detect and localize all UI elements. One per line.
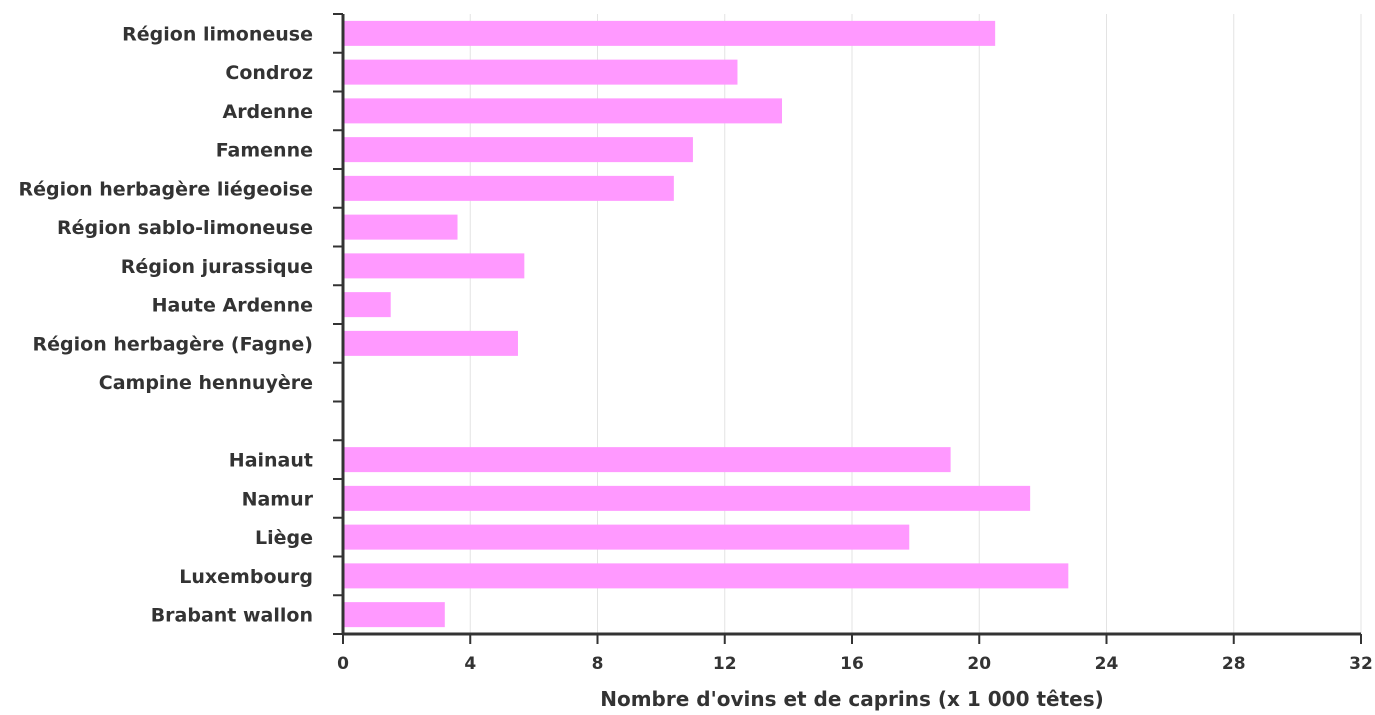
bars	[343, 20, 1069, 628]
category-label: Haute Ardenne	[152, 295, 313, 317]
x-tick-label: 12	[713, 654, 737, 674]
axes	[333, 13, 1362, 644]
category-label: Campine hennuyère	[99, 372, 313, 394]
x-tick-label: 32	[1349, 654, 1373, 674]
x-tick-label: 20	[967, 654, 991, 674]
bar	[343, 214, 458, 240]
category-label: Région jurassique	[121, 256, 313, 278]
bar	[343, 59, 738, 85]
bar	[343, 98, 783, 124]
category-label: Condroz	[225, 62, 313, 84]
category-label: Brabant wallon	[151, 605, 313, 627]
category-label: Région limoneuse	[122, 23, 313, 45]
category-labels: Région limoneuse Condroz Ardenne Famenne Rég…	[18, 23, 313, 626]
bar	[343, 175, 674, 201]
category-label: Famenne	[216, 140, 313, 162]
category-label: Liège	[255, 527, 313, 549]
category-label: Région herbagère (Fagne)	[33, 333, 313, 355]
x-tick-label: 8	[592, 654, 604, 674]
category-label: Luxembourg	[179, 566, 313, 588]
bar	[343, 563, 1069, 589]
bar	[343, 137, 693, 163]
bar	[343, 524, 910, 550]
x-tick-label: 0	[337, 654, 349, 674]
category-label: Namur	[242, 488, 314, 510]
x-tick-label: 16	[840, 654, 864, 674]
x-tick-labels: 0 4 8 12 16 20 24 28 32	[337, 654, 1373, 674]
category-label: Région sablo-limoneuse	[57, 217, 313, 239]
bar	[343, 292, 391, 318]
x-tick-label: 28	[1222, 654, 1246, 674]
bar	[343, 20, 996, 46]
bar	[343, 330, 518, 356]
category-label: Ardenne	[222, 101, 313, 123]
x-axis-title: Nombre d'ovins et de caprins (x 1 000 tê…	[600, 687, 1104, 711]
category-label: Région herbagère liégeoise	[18, 178, 313, 200]
x-tick-label: 24	[1095, 654, 1119, 674]
category-label: Hainaut	[229, 450, 313, 472]
bar	[343, 253, 525, 279]
x-tick-label: 4	[464, 654, 476, 674]
bar	[343, 602, 445, 628]
bar	[343, 485, 1031, 511]
bar	[343, 447, 951, 473]
